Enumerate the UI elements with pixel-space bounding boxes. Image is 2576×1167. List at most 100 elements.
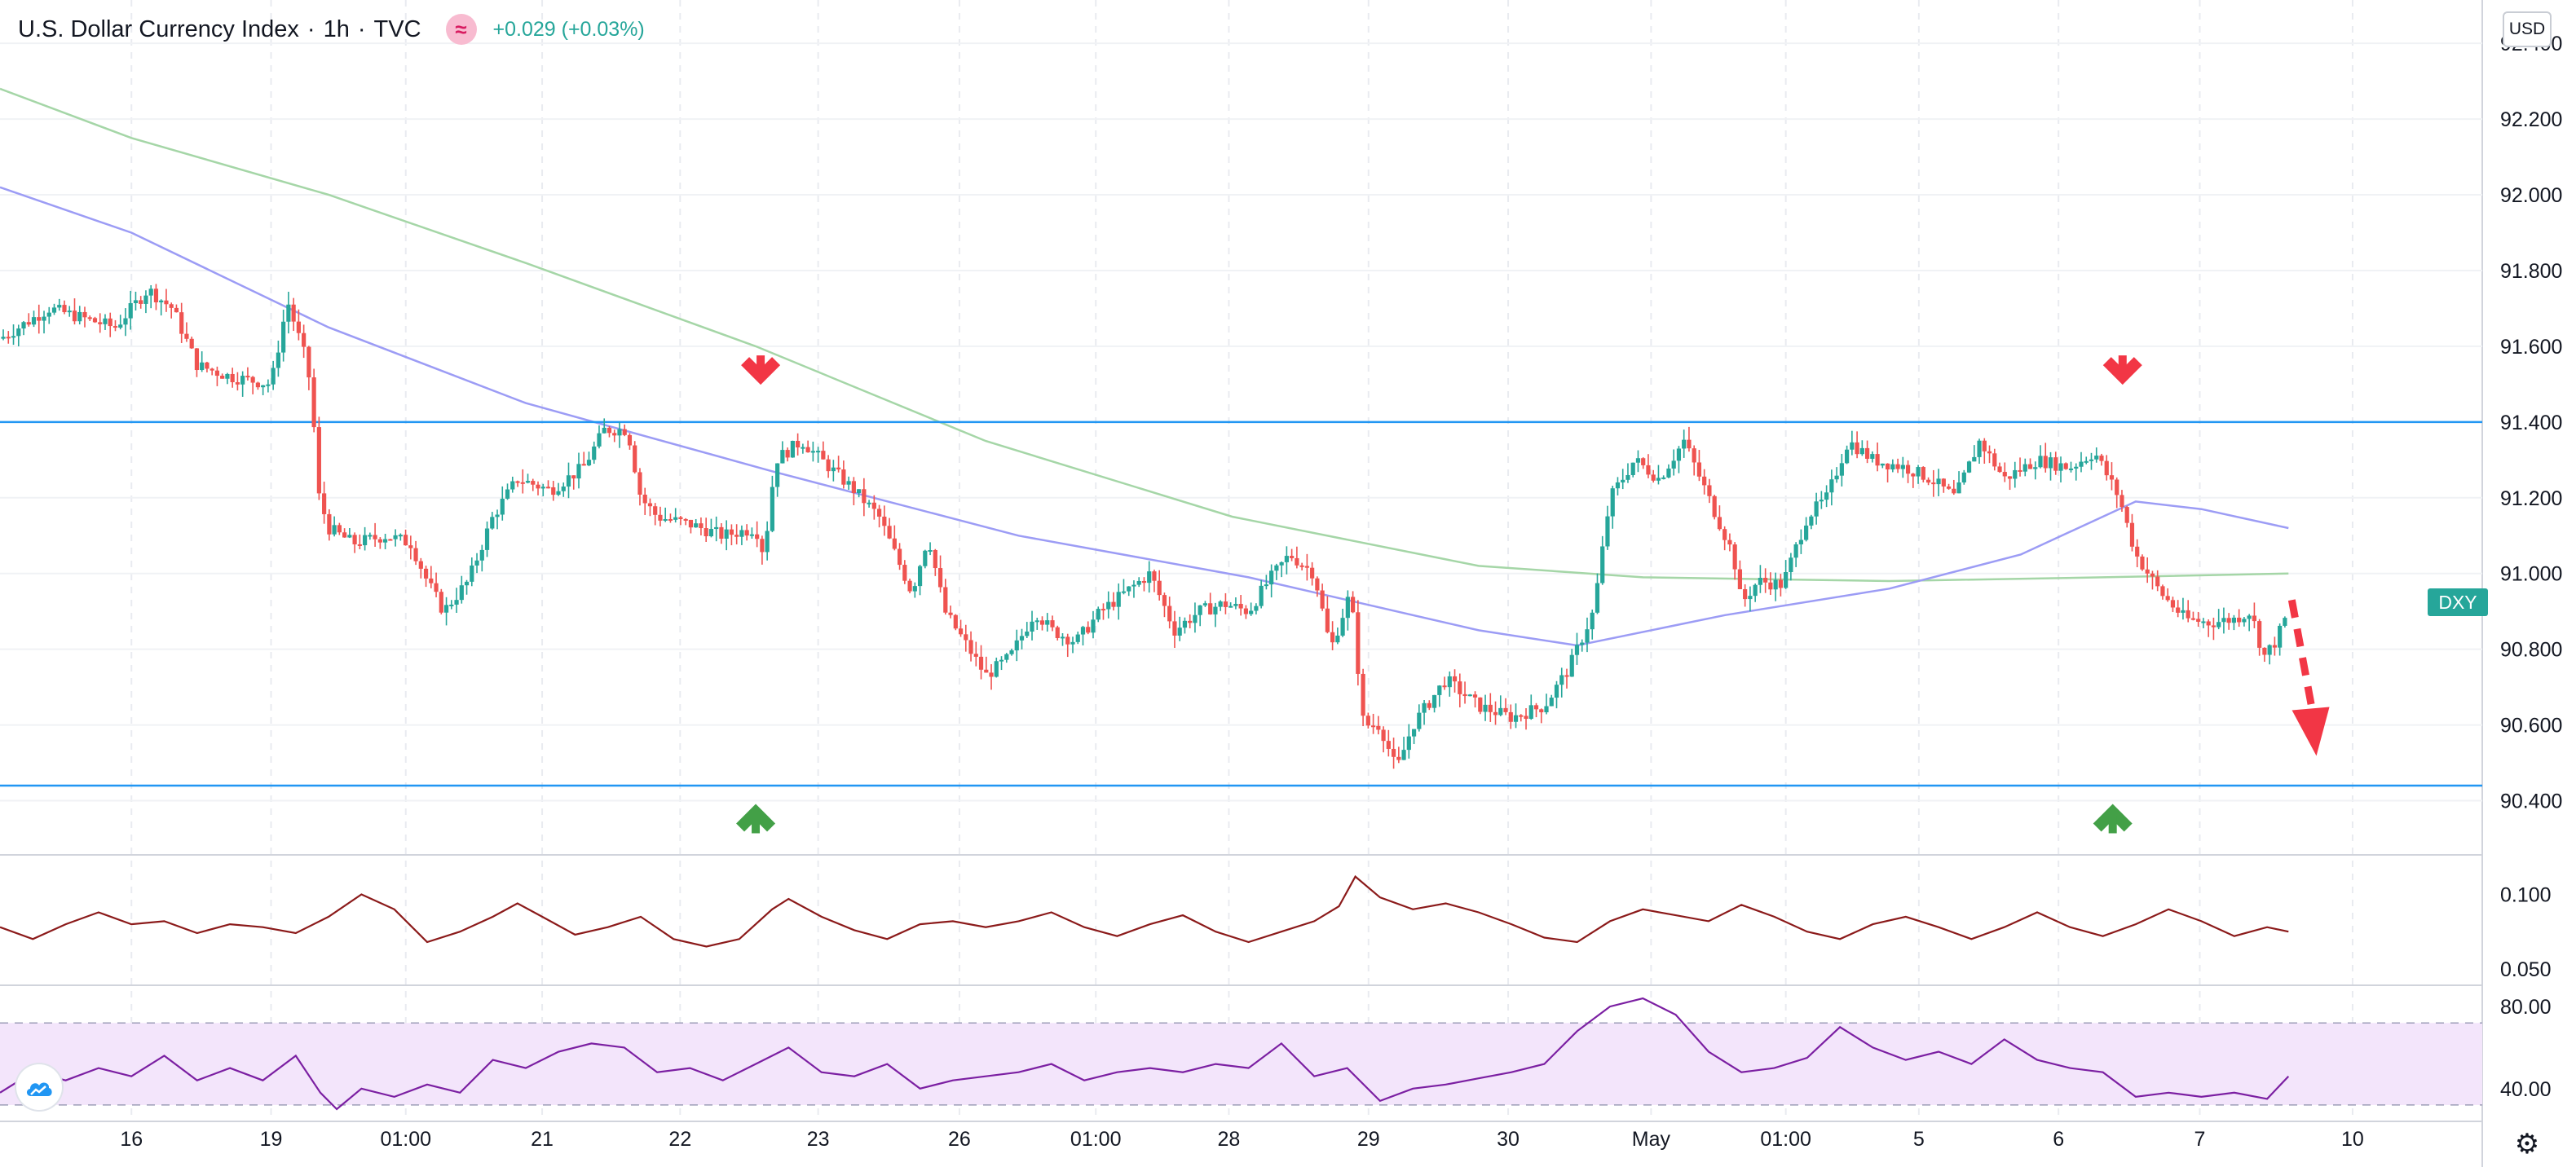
- candle-body: [2002, 472, 2007, 477]
- source-label: TVC: [373, 15, 421, 42]
- candle-body: [1977, 440, 1982, 457]
- candle-body: [978, 656, 984, 670]
- candle-body: [1574, 645, 1580, 655]
- candle-body: [943, 587, 948, 613]
- candle-body: [1824, 492, 1829, 500]
- interval-label[interactable]: 1h: [323, 15, 350, 42]
- x-tick-label: 19: [260, 1128, 283, 1151]
- candle-body: [1666, 468, 1671, 478]
- candle-body: [612, 433, 617, 436]
- candle-body: [1259, 585, 1264, 606]
- candle-body: [1320, 590, 1325, 609]
- red-down-arrow-icon[interactable]: [741, 355, 781, 385]
- candle-body: [816, 451, 821, 453]
- candle-body: [2221, 618, 2226, 623]
- candle-body: [1580, 642, 1585, 645]
- candle-body: [1096, 609, 1101, 620]
- candle-body: [708, 529, 714, 537]
- candle-body: [1050, 620, 1055, 628]
- separator: ·: [307, 15, 315, 42]
- candle-body: [2089, 459, 2094, 461]
- tradingview-cloud-icon[interactable]: [16, 1064, 62, 1110]
- candle-body: [418, 561, 423, 569]
- green-up-arrow-icon[interactable]: [736, 804, 776, 834]
- candle-body: [964, 634, 968, 641]
- candle-body: [581, 464, 586, 466]
- candle-body: [388, 539, 393, 541]
- candle-body: [545, 487, 551, 489]
- candle-body: [1045, 620, 1050, 625]
- candle-body: [801, 447, 805, 449]
- candle-body: [1233, 604, 1238, 606]
- candle-body: [1055, 627, 1060, 638]
- candle-body: [892, 538, 897, 549]
- candle-body: [103, 318, 108, 324]
- y-tick-label: 90.400: [2500, 790, 2562, 813]
- candle-body: [1065, 636, 1070, 645]
- candle-body: [796, 440, 801, 448]
- projection-arrow-head[interactable]: [2291, 707, 2330, 756]
- candle-body: [917, 566, 923, 587]
- x-tick-label: 01:00: [1070, 1128, 1122, 1151]
- candle-body: [2018, 469, 2022, 472]
- candle-body: [1925, 479, 1931, 483]
- candle-body: [592, 446, 597, 460]
- candle-body: [1753, 584, 1758, 597]
- candle-body: [1859, 447, 1864, 455]
- candle-body: [871, 502, 876, 509]
- candle-body: [597, 433, 602, 447]
- candle-body: [174, 307, 179, 313]
- candle-body: [1748, 596, 1753, 600]
- candle-body: [98, 322, 103, 324]
- candle-body: [1060, 636, 1065, 639]
- candle-body: [408, 545, 413, 548]
- candle-body: [683, 518, 688, 521]
- candle-body: [382, 539, 388, 543]
- candle-body: [2237, 617, 2242, 623]
- candle-body: [2129, 522, 2135, 547]
- candle-body: [2267, 645, 2272, 655]
- candle-body: [2033, 467, 2038, 469]
- candle-body: [810, 451, 815, 453]
- candle-body: [484, 528, 490, 550]
- candle-body: [1009, 650, 1014, 654]
- candle-body: [1141, 580, 1147, 584]
- candle-body: [1916, 467, 1921, 477]
- candle-body: [1737, 569, 1743, 589]
- x-tick-label: 16: [120, 1128, 143, 1151]
- chart-annotations[interactable]: [736, 355, 2330, 834]
- candle-body: [266, 384, 271, 386]
- candle-body: [1946, 486, 1952, 489]
- candle-body: [836, 467, 841, 470]
- red-down-arrow-icon[interactable]: [2102, 355, 2142, 385]
- candle-body: [770, 487, 774, 531]
- time-axis[interactable]: 16 19 01:00 21 22 23 26 01:00 28 29 30 May 01:00 5 6 7 1…: [120, 1128, 2364, 1151]
- y-tick-label: 90.800: [2500, 639, 2562, 662]
- candle-body: [1829, 479, 1834, 493]
- horizontal-levels[interactable]: [0, 421, 2482, 787]
- candle-body: [1727, 539, 1732, 545]
- green-up-arrow-icon[interactable]: [2093, 804, 2133, 834]
- candle-body: [1671, 460, 1676, 469]
- candle-body: [1478, 697, 1483, 712]
- wave-icon[interactable]: ≈: [445, 14, 477, 45]
- candle-body: [714, 526, 719, 530]
- volatility-line: [0, 874, 2289, 948]
- candle-body: [1228, 606, 1233, 608]
- candle-body: [2252, 615, 2257, 622]
- candle-body: [826, 459, 831, 472]
- candle-body: [470, 565, 474, 582]
- candle-body: [362, 535, 368, 546]
- candle-body: [2043, 456, 2048, 469]
- candle-body: [637, 472, 642, 495]
- candle-body: [2170, 600, 2176, 608]
- candle-body: [1121, 591, 1127, 593]
- candle-body: [862, 489, 867, 504]
- currency-button[interactable]: USD: [2503, 11, 2552, 47]
- projection-dashed-line[interactable]: [2287, 599, 2317, 716]
- candle-body: [2109, 475, 2115, 480]
- oscillator-band-fill: [0, 1023, 2482, 1105]
- gear-icon[interactable]: ⚙: [2514, 1129, 2540, 1160]
- symbol-title[interactable]: U.S. Dollar Currency Index: [18, 15, 299, 42]
